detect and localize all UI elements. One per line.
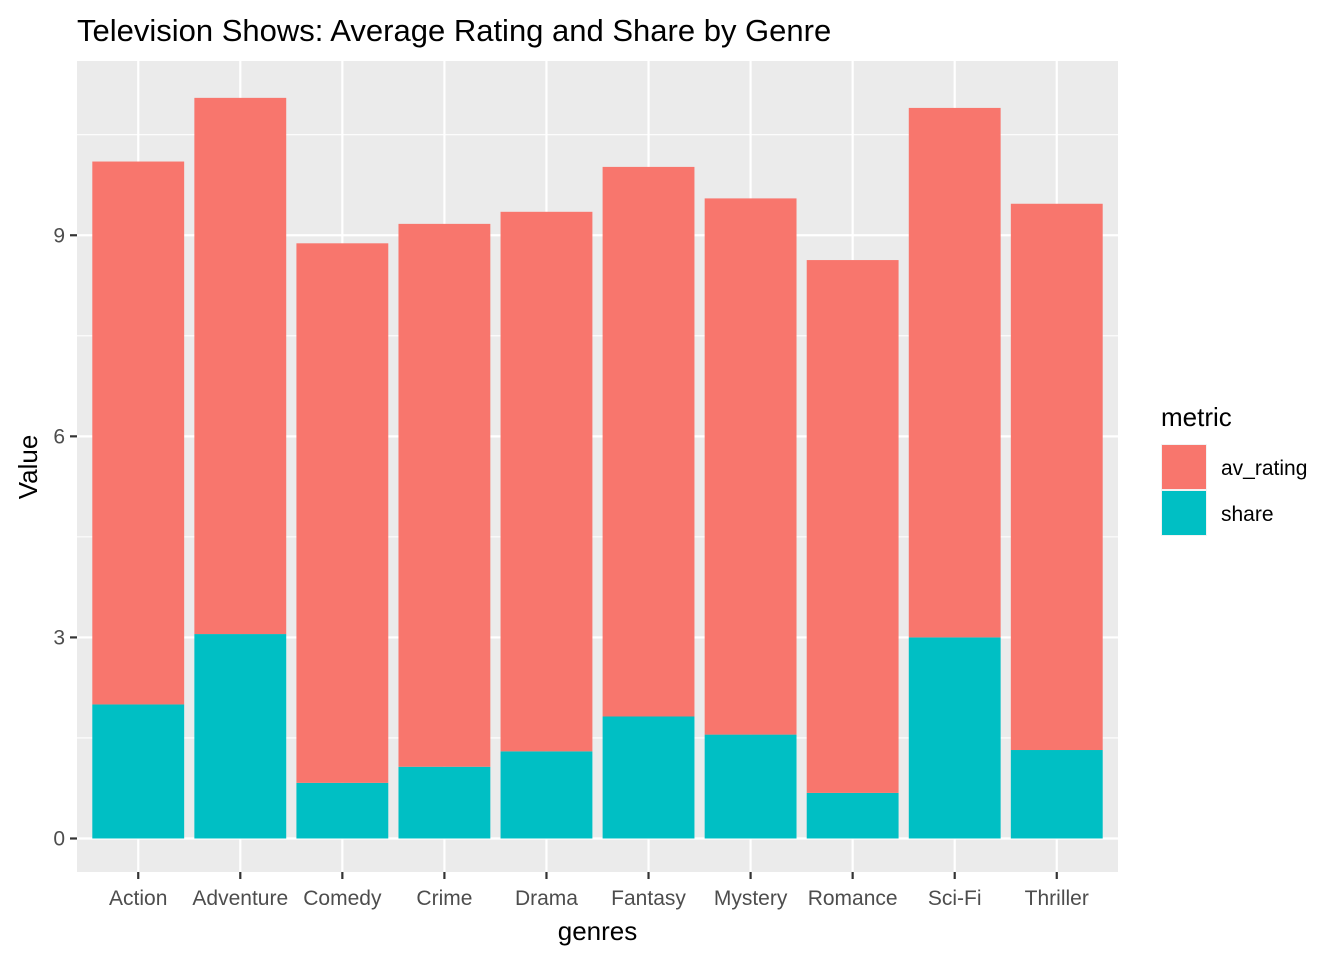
- bar-av-rating-adventure: [194, 97, 287, 635]
- bar-av-rating-romance: [806, 260, 899, 793]
- y-axis-title: Value: [13, 435, 43, 500]
- bar-share-thriller: [1010, 750, 1103, 839]
- bars-layer: [92, 97, 1103, 839]
- x-tick-label: Thriller: [1025, 887, 1089, 910]
- bar-share-comedy: [296, 782, 389, 839]
- y-tick-label: 0: [53, 827, 65, 850]
- y-tick-label: 3: [53, 626, 65, 649]
- y-axis: 0 3 6 9: [53, 224, 77, 850]
- bar-share-action: [92, 704, 185, 839]
- x-tick-label: Crime: [416, 887, 472, 910]
- bar-share-mystery: [704, 734, 797, 839]
- x-tick-label: Adventure: [192, 887, 288, 910]
- bar-av-rating-comedy: [296, 243, 389, 783]
- x-axis-title: genres: [558, 916, 638, 946]
- bar-share-fantasy: [602, 716, 695, 839]
- legend-key-share: [1162, 491, 1206, 535]
- legend-key-av-rating: [1162, 445, 1206, 489]
- y-tick-label: 6: [53, 425, 65, 448]
- legend-title: metric: [1161, 402, 1232, 432]
- legend-label-share: share: [1221, 503, 1274, 526]
- bar-av-rating-drama: [500, 211, 593, 752]
- x-tick-label: Sci-Fi: [928, 887, 982, 910]
- x-tick-label: Action: [109, 887, 167, 910]
- bar-av-rating-crime: [398, 223, 491, 767]
- bar-share-crime: [398, 766, 491, 839]
- bar-av-rating-thriller: [1010, 203, 1103, 751]
- bar-av-rating-action: [92, 161, 185, 705]
- bar-share-sci-fi: [908, 637, 1001, 839]
- legend-label-av-rating: av_rating: [1221, 457, 1307, 480]
- bar-av-rating-mystery: [704, 198, 797, 735]
- bar-av-rating-sci-fi: [908, 107, 1001, 638]
- y-tick-label: 9: [53, 224, 65, 247]
- x-tick-label: Fantasy: [611, 887, 686, 910]
- x-axis: Action Adventure Comedy Crime Drama Fantasy My…: [109, 872, 1089, 910]
- bar-av-rating-fantasy: [602, 166, 695, 717]
- bar-share-drama: [500, 751, 593, 839]
- bar-share-adventure: [194, 634, 287, 839]
- x-tick-label: Mystery: [714, 887, 788, 910]
- x-tick-label: Drama: [515, 887, 578, 910]
- chart-title: Television Shows: Average Rating and Sha…: [77, 13, 831, 48]
- x-tick-label: Romance: [808, 887, 898, 910]
- x-tick-label: Comedy: [303, 887, 382, 910]
- bar-share-romance: [806, 792, 899, 839]
